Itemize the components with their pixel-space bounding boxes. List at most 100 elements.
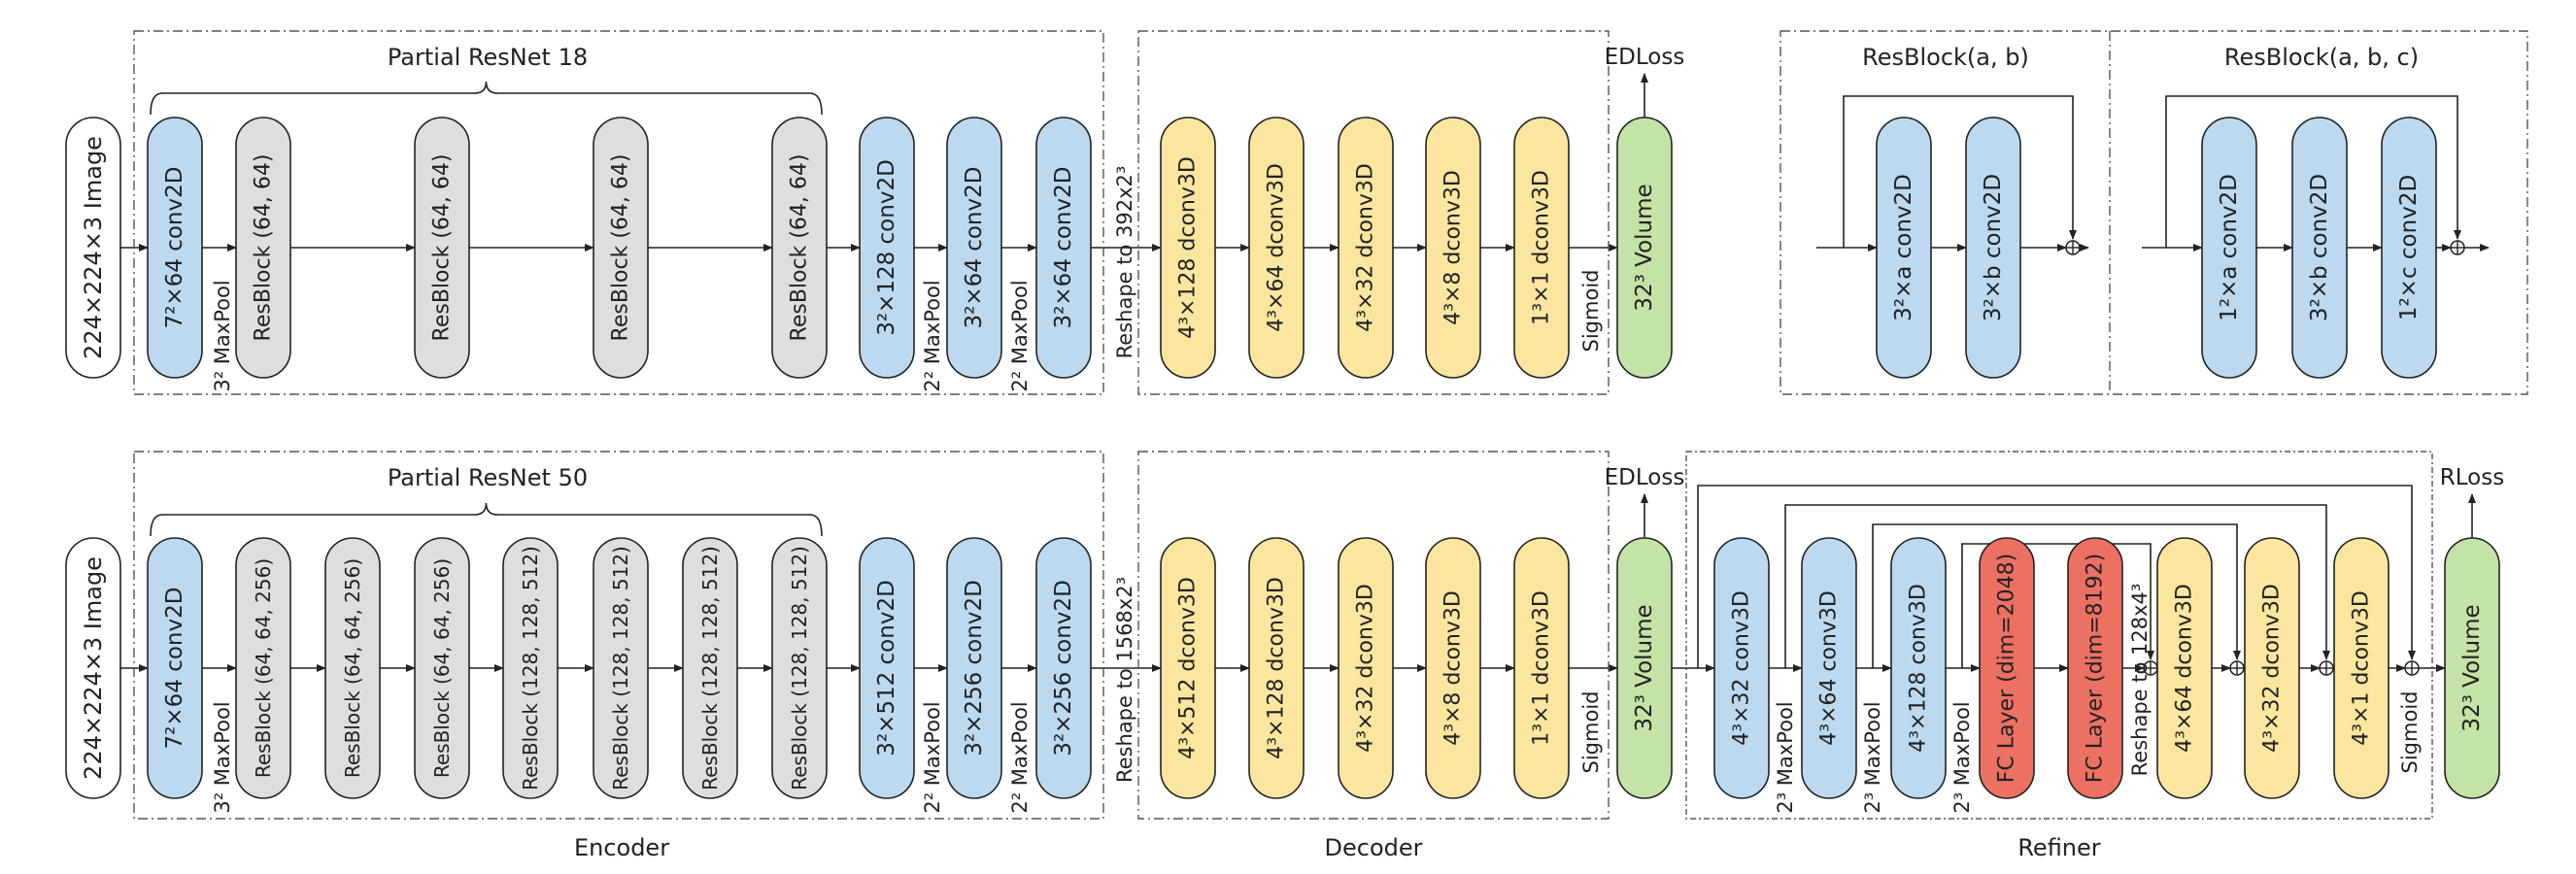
bottom-pool-a: 2² MaxPool [921, 701, 944, 813]
top-dconv-1-label: 4³×128 dconv3D [1176, 156, 1201, 339]
bottom-volume: 32³ Volume [1616, 537, 1673, 799]
refiner-volume-label: 32³ Volume [2459, 604, 2485, 731]
refiner-add-node-3 [2319, 660, 2334, 676]
refiner-add-node-2 [2229, 660, 2245, 676]
refiner-fc2: FC Layer (dim=8192) [2067, 537, 2123, 799]
bottom-dconv-2: 4³×128 dconv3D [1248, 537, 1305, 799]
refiner-fc1: FC Layer (dim=2048) [1979, 537, 2035, 799]
top-reshape-label: Reshape to 392x2³ [1113, 166, 1136, 359]
refiner-fc2-label: FC Layer (dim=8192) [2084, 554, 2108, 783]
top-dconv-4: 4³×8 dconv3D [1425, 117, 1481, 379]
bottom-dconv-3: 4³×32 dconv3D [1338, 537, 1394, 799]
resblock3-conv1: 1²×a conv2D [2201, 117, 2257, 379]
resnet50-group-label: Partial ResNet 50 [388, 464, 588, 491]
top-volume-label: 32³ Volume [1632, 184, 1657, 311]
top-dconv-3: 4³×32 dconv3D [1338, 117, 1394, 379]
top-resblock-4-label: ResBlock (64, 64) [788, 154, 812, 342]
decoder-box-bottom [1137, 451, 1610, 820]
refiner-add-node-1 [2143, 660, 2158, 676]
bottom-sigmoid-label: Sigmoid [1579, 691, 1603, 774]
bottom-resblock-5-label: ResBlock (128, 128, 512) [609, 546, 632, 790]
bottom-dconv-5-label: 1³×1 dconv3D [1530, 590, 1554, 746]
refiner-pool3: 2³ MaxPool [1950, 701, 1974, 813]
top-conv1: 7²×64 conv2D [147, 117, 203, 379]
top-conv-c-label: 3²×64 conv2D [1051, 167, 1076, 329]
bottom-pool1: 3² MaxPool [211, 701, 234, 813]
bottom-conv1-label: 7²×64 conv2D [162, 588, 187, 750]
refiner-conv1-label: 4³×32 conv3D [1730, 590, 1754, 746]
resblock3-conv1-label: 1²×a conv2D [2217, 174, 2242, 321]
bottom-volume-label: 32³ Volume [1632, 604, 1657, 731]
refiner-dconv-1: 4³×64 dconv3D [2156, 537, 2213, 799]
bottom-dconv-1-label: 4³×512 dconv3D [1176, 577, 1201, 759]
top-dconv-2: 4³×64 dconv3D [1248, 117, 1305, 379]
bottom-resblock-5: ResBlock (128, 128, 512) [593, 537, 649, 799]
top-sigmoid-label: Sigmoid [1579, 270, 1603, 353]
top-pool-a: 2² MaxPool [921, 280, 944, 391]
bottom-conv-c-label: 3²×256 conv2D [1051, 580, 1076, 756]
encoder-section-title: Encoder [574, 834, 669, 861]
bottom-dconv-4: 4³×8 dconv3D [1425, 537, 1481, 799]
top-edloss-label: EDLoss [1605, 45, 1685, 70]
top-input-image-label: 224×224×3 Image [80, 136, 107, 359]
refiner-conv3-label: 4³×128 conv3D [1907, 584, 1931, 753]
resblock3-conv3-label: 1²×c conv2D [2396, 175, 2422, 320]
bottom-resblock-6: ResBlock (128, 128, 512) [682, 537, 738, 799]
encoder-box-bottom [133, 451, 1104, 820]
bottom-dconv-3-label: 4³×32 dconv3D [1354, 584, 1378, 753]
top-dconv-5-label: 1³×1 dconv3D [1530, 170, 1554, 325]
bottom-resblock-1-label: ResBlock (64, 64, 256) [252, 558, 275, 778]
bottom-resblock-7-label: ResBlock (128, 128, 512) [788, 546, 811, 790]
refiner-skip-connection-1 [1697, 485, 2416, 668]
bottom-dconv-2-label: 4³×128 dconv3D [1265, 577, 1289, 759]
decoder-box-top [1137, 30, 1610, 395]
bottom-resblock-4: ResBlock (128, 128, 512) [502, 537, 559, 799]
bottom-edloss-label: EDLoss [1605, 465, 1685, 490]
resblock3-add-node [2450, 240, 2465, 255]
resblock3-conv3: 1²×c conv2D [2381, 117, 2437, 379]
bottom-resblock-6-label: ResBlock (128, 128, 512) [698, 546, 722, 790]
top-conv1-label: 7²×64 conv2D [162, 167, 187, 329]
bottom-pool-b: 2² MaxPool [1008, 701, 1032, 813]
refiner-dconv-3: 4³×1 dconv3D [2333, 537, 2390, 799]
top-resblock-3: ResBlock (64, 64) [593, 117, 649, 379]
bottom-conv-b: 3²×256 conv2D [946, 537, 1002, 799]
bottom-input-image-label: 224×224×3 Image [80, 556, 107, 780]
top-resblock-1: ResBlock (64, 64) [235, 117, 291, 379]
top-dconv-3-label: 4³×32 dconv3D [1354, 163, 1378, 332]
top-volume: 32³ Volume [1616, 117, 1673, 379]
refiner-conv2-label: 4³×64 conv3D [1817, 590, 1842, 746]
refiner-skip-connection-4 [1961, 543, 2154, 668]
resblock2-conv1: 3²×a conv2D [1876, 117, 1932, 379]
refiner-volume: 32³ Volume [2444, 537, 2500, 799]
bottom-resblock-1: ResBlock (64, 64, 256) [235, 537, 291, 799]
bottom-resblock-3: ResBlock (64, 64, 256) [414, 537, 470, 799]
bottom-resblock-7: ResBlock (128, 128, 512) [771, 537, 828, 799]
bottom-input-image: 224×224×3 Image [65, 537, 121, 799]
encoder-box-top [133, 30, 1104, 395]
top-pool1: 3² MaxPool [211, 280, 234, 391]
resblock2-skip-connection [1843, 95, 2077, 248]
top-dconv-4-label: 4³×8 dconv3D [1441, 170, 1466, 325]
refiner-add-node-4 [2404, 660, 2420, 676]
refiner-section-title: Refiner [2017, 834, 2100, 861]
top-conv-c: 3²×64 conv2D [1035, 117, 1092, 379]
decoder-section-title: Decoder [1325, 834, 1423, 861]
refiner-conv2: 4³×64 conv3D [1801, 537, 1857, 799]
refiner-dconv-2-label: 4³×32 dconv3D [2260, 584, 2285, 753]
refiner-fc1-label: FC Layer (dim=2048) [1995, 554, 2019, 783]
bottom-conv1: 7²×64 conv2D [147, 537, 203, 799]
top-dconv-1: 4³×128 dconv3D [1160, 117, 1216, 379]
resblock2-title: ResBlock(a, b) [1862, 44, 2029, 71]
top-resblock-1-label: ResBlock (64, 64) [252, 154, 276, 342]
bottom-resblock-2-label: ResBlock (64, 64, 256) [341, 558, 364, 778]
resblock3-skip-connection [2165, 95, 2461, 248]
bottom-dconv-5: 1³×1 dconv3D [1513, 537, 1570, 799]
refiner-conv1: 4³×32 conv3D [1713, 537, 1770, 799]
resnet18-group-label: Partial ResNet 18 [388, 44, 588, 71]
resnet50-brace [150, 502, 823, 537]
resblock3-title: ResBlock(a, b, c) [2224, 44, 2419, 71]
refiner-dconv-1-label: 4³×64 dconv3D [2173, 584, 2197, 753]
bottom-dconv-1: 4³×512 dconv3D [1160, 537, 1216, 799]
